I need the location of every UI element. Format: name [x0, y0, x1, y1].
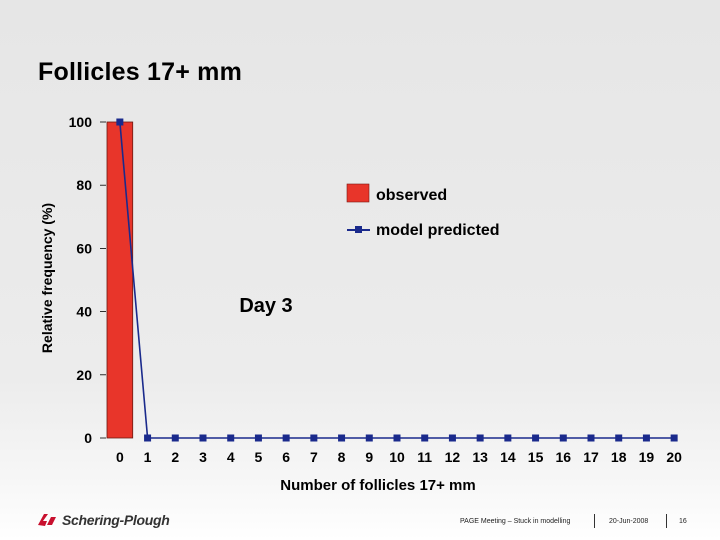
model-predicted-line — [116, 118, 678, 442]
x-tick-label: 5 — [255, 449, 263, 465]
model-line-path — [119, 121, 675, 439]
legend-marker-model — [355, 226, 362, 233]
slide-title: Follicles 17+ mm — [38, 58, 242, 86]
model-point — [338, 434, 346, 442]
legend-label-observed: observed — [376, 187, 447, 204]
model-point — [642, 434, 650, 442]
chart-axes — [100, 121, 106, 439]
x-tick-label: 20 — [666, 449, 682, 465]
legend-label-model: model predicted — [376, 222, 500, 239]
x-tick-label: 8 — [338, 449, 346, 465]
model-point — [116, 118, 124, 126]
model-point — [421, 434, 429, 442]
x-tick-label: 16 — [555, 449, 571, 465]
footer-date: 20-Jun-2008 — [609, 518, 649, 525]
x-tick-label: 19 — [639, 449, 655, 465]
x-tick-label: 18 — [611, 449, 627, 465]
model-point — [199, 434, 207, 442]
x-tick-label: 11 — [417, 449, 432, 465]
model-point — [476, 434, 484, 442]
x-tick-label: 6 — [282, 449, 290, 465]
y-tick-label: 20 — [76, 367, 92, 383]
model-point — [254, 434, 262, 442]
bar-observed — [106, 121, 134, 439]
x-tick-label: 14 — [500, 449, 516, 465]
footer-divider — [594, 514, 595, 528]
x-tick-label: 2 — [171, 449, 179, 465]
model-point — [365, 434, 373, 442]
model-point — [282, 434, 290, 442]
x-tick-label: 10 — [389, 449, 405, 465]
model-point — [144, 434, 152, 442]
y-tick-label: 60 — [76, 240, 92, 256]
model-point — [310, 434, 318, 442]
y-tick-label: 80 — [76, 177, 92, 193]
logo-mark-icon — [38, 514, 56, 526]
model-point — [504, 434, 512, 442]
x-tick-label: 1 — [144, 449, 152, 465]
x-tick-label: 0 — [116, 449, 124, 465]
model-point — [227, 434, 235, 442]
chart-legend: observed model predicted — [346, 183, 500, 239]
x-tick-label: 3 — [199, 449, 207, 465]
x-tick-label: 13 — [472, 449, 488, 465]
model-point — [559, 434, 567, 442]
x-axis-label: Number of follicles 17+ mm — [280, 477, 475, 494]
x-tick-label: 15 — [528, 449, 544, 465]
legend-swatch-observed — [346, 183, 370, 203]
y-axis-label: Relative frequency (%) — [39, 203, 55, 353]
model-point — [615, 434, 623, 442]
model-point — [670, 434, 678, 442]
model-point — [171, 434, 179, 442]
y-tick-label: 100 — [69, 114, 93, 130]
model-point — [393, 434, 401, 442]
y-tick-label: 0 — [84, 430, 92, 446]
logo-wordmark: Schering-Plough — [62, 512, 170, 528]
y-tick-label: 40 — [76, 304, 92, 320]
footer-page-number: 16 — [679, 518, 687, 525]
model-point — [448, 434, 456, 442]
x-tick-label: 12 — [445, 449, 461, 465]
schering-plough-logo: Schering-Plough — [36, 511, 170, 529]
model-point — [587, 434, 595, 442]
footer-meeting: PAGE Meeting – Stuck in modelling — [460, 518, 571, 525]
observed-bars — [106, 121, 134, 439]
footer-divider — [666, 514, 667, 528]
model-point — [532, 434, 540, 442]
x-tick-label: 17 — [583, 449, 599, 465]
day-annotation: Day 3 — [239, 295, 292, 317]
x-tick-label: 9 — [365, 449, 373, 465]
x-tick-label: 7 — [310, 449, 318, 465]
x-tick-label: 4 — [227, 449, 235, 465]
